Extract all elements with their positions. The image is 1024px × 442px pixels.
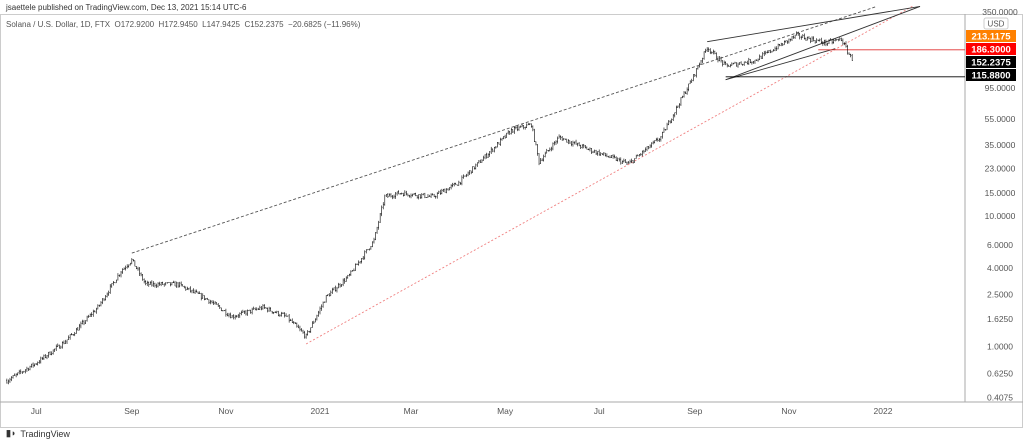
trendline xyxy=(725,48,836,81)
y-tick-label: 0.4075 xyxy=(987,393,1013,403)
x-tick-label: 2021 xyxy=(311,406,330,416)
x-tick-label: Sep xyxy=(687,406,702,416)
x-tick-label: Jul xyxy=(31,406,42,416)
open: O172.9200 xyxy=(114,20,155,29)
publisher-line: jsaettele published on TradingView.com, … xyxy=(6,3,247,12)
change: −20.6825 (−11.96%) xyxy=(288,20,361,29)
x-tick-label: Nov xyxy=(781,406,797,416)
price-label: 186.3000 xyxy=(971,45,1011,56)
footer: ▮◗ TradingView xyxy=(6,428,70,439)
trendline xyxy=(131,5,877,254)
y-tick-label: 23.0000 xyxy=(985,164,1016,174)
price-label-bg xyxy=(966,56,1016,68)
y-tick-label: 0.6250 xyxy=(987,368,1013,378)
x-tick-label: Sep xyxy=(124,406,139,416)
x-tick-label: Jul xyxy=(594,406,605,416)
close: C152.2375 xyxy=(244,20,284,29)
y-tick-label: 55.0000 xyxy=(985,114,1016,124)
price-label-bg xyxy=(966,69,1016,81)
price-label-bg xyxy=(966,43,1016,55)
price-label: 213.1175 xyxy=(971,32,1011,43)
price-label-bg xyxy=(966,30,1016,42)
brand: TradingView xyxy=(20,428,70,439)
symbol-legend: Solana / U.S. Dollar, 1D, FTX O172.9200 … xyxy=(6,20,360,29)
x-tick-label: 2022 xyxy=(874,406,893,416)
low: L147.9425 xyxy=(202,20,240,29)
symbol: Solana / U.S. Dollar, 1D, FTX xyxy=(6,20,111,29)
y-tick-label: 35.0000 xyxy=(985,140,1016,150)
y-tick-label: 6.0000 xyxy=(987,240,1013,250)
price-label: 152.2375 xyxy=(971,58,1011,69)
currency-label: USD xyxy=(988,20,1005,29)
y-tick-label: 10.0000 xyxy=(985,211,1016,221)
y-tick-label: 350.0000 xyxy=(982,7,1018,17)
price-label: 115.8800 xyxy=(971,71,1010,82)
chart-frame xyxy=(0,14,1023,428)
trendline xyxy=(707,5,921,43)
currency-badge xyxy=(983,17,1009,30)
y-tick-label: 15.0000 xyxy=(985,188,1016,198)
trendline xyxy=(305,6,913,345)
y-tick-label: 1.6250 xyxy=(987,314,1013,324)
x-tick-label: Mar xyxy=(404,406,419,416)
y-tick-label: 4.0000 xyxy=(987,263,1013,273)
y-tick-label: 95.0000 xyxy=(985,83,1016,93)
x-tick-label: Nov xyxy=(218,406,234,416)
x-tick-label: May xyxy=(497,406,514,416)
y-tick-label: 1.0000 xyxy=(987,342,1013,352)
y-tick-label: 2.5000 xyxy=(987,290,1013,300)
tradingview-logo-icon: ▮◗ xyxy=(6,428,17,438)
high: H172.9450 xyxy=(158,20,198,29)
